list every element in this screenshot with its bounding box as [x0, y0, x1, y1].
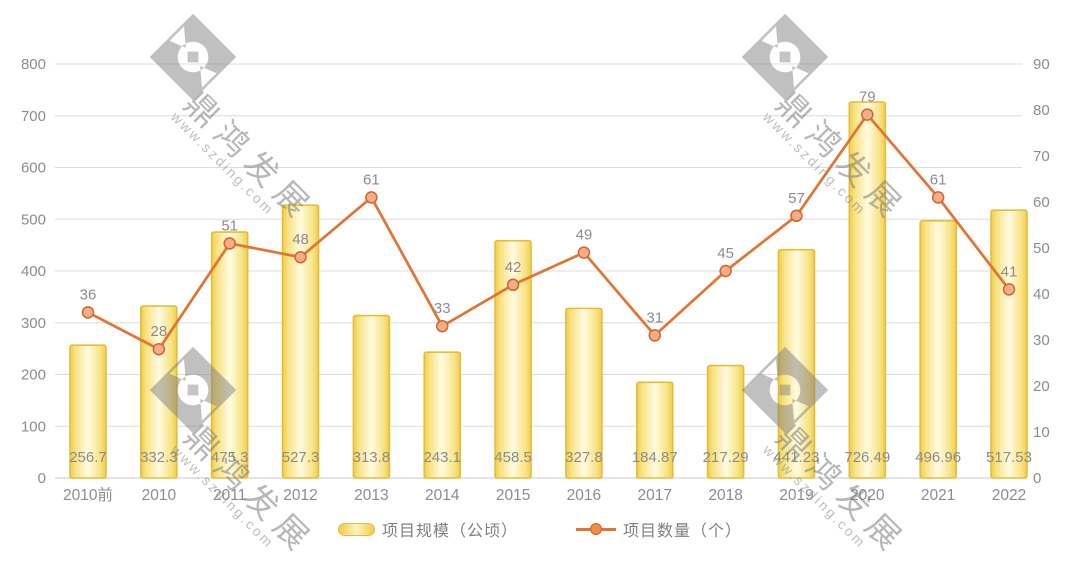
line-series-swatch-icon: [576, 522, 616, 536]
bar: [706, 364, 745, 479]
line-marker: [81, 306, 95, 319]
y-axis-left-label: 400: [21, 263, 46, 280]
bar-value-label: 217.29: [703, 449, 749, 466]
line-value-label: 57: [788, 190, 805, 207]
legend-item-bar-series: 项目规模（公顷）: [337, 517, 518, 541]
bar-value-label: 527.3: [282, 449, 320, 466]
line-value-label: 42: [505, 259, 522, 276]
line-value-label: 48: [292, 231, 309, 248]
line-marker: [152, 342, 166, 356]
x-axis-label: 2016: [567, 487, 601, 504]
bar: [635, 381, 674, 479]
line-marker: [435, 319, 449, 333]
x-axis-label: 2012: [283, 487, 317, 504]
line-value-label: 41: [1001, 263, 1018, 280]
x-axis-label: 2020: [850, 487, 885, 504]
line-series-label: 项目数量（个）: [623, 523, 743, 540]
line-value-label: 36: [80, 286, 97, 303]
line-marker: [577, 246, 591, 259]
bar-value-label: 517.53: [986, 449, 1032, 466]
bar-value-label: 475.3: [211, 449, 249, 466]
y-axis-left-label: 600: [21, 160, 46, 177]
line-marker: [931, 191, 945, 204]
bar: [281, 204, 320, 479]
line-marker: [294, 250, 307, 264]
line-value-label: 79: [859, 89, 876, 106]
bar-value-label: 243.1: [423, 449, 461, 466]
y-axis-right-label: 0: [1033, 470, 1041, 487]
y-axis-left-label: 300: [21, 315, 46, 332]
y-axis-right-label: 50: [1033, 240, 1050, 257]
bar-series-label: 项目规模（公顷）: [381, 523, 518, 540]
x-axis-label: 2015: [496, 487, 530, 504]
y-axis-right-label: 70: [1033, 148, 1050, 165]
line-value-label: 51: [221, 217, 238, 234]
bar-value-label: 458.5: [494, 449, 532, 466]
line-marker: [1002, 283, 1016, 296]
line-value-label: 45: [717, 245, 734, 262]
combo-chart: 0 100 200 300 400 500 600 700 800 0 10 20 30 40 50 60 70…: [0, 13, 1080, 563]
x-axis-label: 2013: [354, 487, 388, 504]
line-value-label: 28: [151, 323, 168, 340]
y-axis-left-label: 700: [21, 108, 46, 125]
y-axis-right-label: 90: [1033, 56, 1050, 73]
line-marker: [506, 278, 520, 292]
line-marker: [223, 237, 236, 250]
y-axis-left-label: 800: [21, 56, 46, 73]
x-axis-label: 2022: [992, 487, 1026, 504]
y-axis-left-label: 100: [21, 418, 46, 435]
line-series-path: [86, 113, 1011, 351]
line-marker: [365, 191, 378, 204]
line-marker: [861, 108, 874, 121]
legend-item-line-series: 项目数量（个）: [576, 517, 742, 541]
x-axis-label: 2019: [779, 487, 813, 504]
bar: [777, 248, 816, 479]
x-axis-label: 2017: [638, 487, 672, 504]
y-axis-right-label: 10: [1033, 424, 1050, 441]
bar-value-label: 332.3: [140, 449, 178, 466]
x-axis-label: 2014: [425, 487, 460, 504]
line-value-label: 31: [646, 309, 663, 326]
y-axis-right-label: 30: [1033, 332, 1050, 349]
x-axis-label: 2011: [213, 487, 246, 504]
bar-value-label: 496.96: [915, 449, 961, 466]
y-axis-right-label: 80: [1033, 102, 1050, 119]
line-value-label: 61: [930, 171, 947, 188]
line-value-label: 61: [363, 171, 380, 188]
bar-value-label: 327.8: [565, 449, 603, 466]
bar: [210, 231, 249, 479]
bar: [423, 351, 462, 479]
bar: [919, 220, 957, 479]
bar: [352, 314, 391, 479]
bar-value-label: 726.49: [844, 449, 890, 466]
x-axis-label: 2010前: [63, 486, 113, 504]
y-axis-right-label: 60: [1033, 194, 1050, 211]
bar: [990, 209, 1028, 479]
bar-series-swatch-icon: [337, 522, 375, 536]
line-marker: [719, 264, 732, 278]
y-axis-left-label: 200: [21, 367, 46, 384]
x-axis-label: 2021: [921, 487, 955, 504]
legend: 项目规模（公顷） 项目数量（个）: [0, 516, 1080, 542]
plot-area: 0 100 200 300 400 500 600 700 800 0 10 20 30 40 50 60 70…: [21, 56, 1050, 504]
y-axis-left-label: 500: [21, 211, 46, 228]
bar: [140, 305, 178, 479]
bar: [848, 101, 887, 479]
x-axis-label: 2010: [142, 487, 177, 504]
bar-value-label: 184.87: [632, 449, 678, 466]
line-marker: [790, 209, 803, 223]
bar: [69, 344, 107, 479]
bar-value-label: 441.23: [774, 449, 820, 466]
bar: [565, 307, 603, 479]
line-marker: [648, 329, 662, 342]
x-axis-label: 2018: [708, 487, 742, 504]
bar-value-label: 256.7: [69, 449, 107, 466]
bar-value-label: 313.8: [353, 449, 391, 466]
line-value-label: 49: [576, 227, 593, 244]
y-axis-left-label: 0: [38, 470, 46, 487]
line-value-label: 33: [434, 300, 451, 317]
bar: [494, 239, 532, 479]
y-axis-right-label: 20: [1033, 378, 1050, 395]
y-axis-right-label: 40: [1033, 286, 1050, 303]
